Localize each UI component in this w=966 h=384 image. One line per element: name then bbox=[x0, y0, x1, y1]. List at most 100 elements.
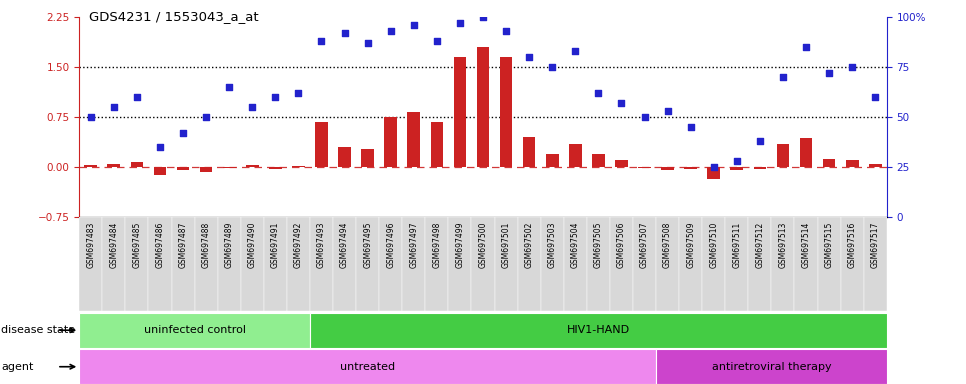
Bar bbox=[753, 167, 766, 169]
Bar bbox=[772, 217, 794, 311]
Text: GSM697504: GSM697504 bbox=[571, 222, 580, 268]
Point bbox=[844, 64, 860, 70]
Bar bbox=[223, 167, 236, 168]
Bar bbox=[200, 167, 213, 172]
Bar bbox=[130, 162, 143, 167]
Text: GSM697516: GSM697516 bbox=[848, 222, 857, 268]
Bar bbox=[79, 313, 310, 348]
Bar bbox=[310, 217, 333, 311]
Bar bbox=[126, 217, 149, 311]
Point bbox=[198, 114, 213, 120]
Point bbox=[406, 22, 421, 28]
Point bbox=[153, 144, 168, 150]
Text: agent: agent bbox=[1, 362, 34, 372]
Bar bbox=[541, 217, 564, 311]
Bar bbox=[241, 217, 264, 311]
Point bbox=[337, 30, 353, 36]
Bar bbox=[662, 167, 674, 170]
Bar bbox=[246, 165, 259, 167]
Text: GSM697510: GSM697510 bbox=[709, 222, 719, 268]
Bar bbox=[476, 47, 490, 167]
Text: GSM697507: GSM697507 bbox=[640, 222, 649, 268]
Text: GSM697503: GSM697503 bbox=[548, 222, 556, 268]
Bar bbox=[384, 117, 397, 167]
Point bbox=[83, 114, 99, 120]
Bar bbox=[333, 217, 356, 311]
Point bbox=[360, 40, 376, 46]
Bar bbox=[730, 167, 743, 170]
Text: GSM697487: GSM697487 bbox=[179, 222, 187, 268]
Point bbox=[129, 94, 145, 100]
Point bbox=[706, 164, 722, 170]
Point bbox=[798, 44, 813, 50]
Text: GSM697502: GSM697502 bbox=[525, 222, 533, 268]
Point bbox=[545, 64, 560, 70]
Bar bbox=[448, 217, 471, 311]
Bar bbox=[794, 217, 817, 311]
Bar bbox=[402, 217, 425, 311]
Point bbox=[221, 84, 237, 90]
Text: GSM697492: GSM697492 bbox=[294, 222, 303, 268]
Bar bbox=[592, 154, 605, 167]
Text: GSM697494: GSM697494 bbox=[340, 222, 349, 268]
Text: GSM697500: GSM697500 bbox=[478, 222, 488, 268]
Point bbox=[613, 100, 629, 106]
Text: GSM697512: GSM697512 bbox=[755, 222, 764, 268]
Text: GSM697505: GSM697505 bbox=[594, 222, 603, 268]
Bar bbox=[84, 165, 98, 167]
Bar bbox=[846, 161, 859, 167]
Bar bbox=[154, 167, 166, 175]
Point bbox=[498, 28, 514, 34]
Bar bbox=[499, 57, 512, 167]
Bar bbox=[380, 217, 402, 311]
Point bbox=[475, 14, 491, 20]
Bar bbox=[523, 137, 535, 167]
Text: GSM697499: GSM697499 bbox=[455, 222, 465, 268]
Bar bbox=[684, 167, 697, 169]
Text: uninfected control: uninfected control bbox=[144, 325, 245, 335]
Text: GSM697515: GSM697515 bbox=[825, 222, 834, 268]
Point bbox=[383, 28, 398, 34]
Bar bbox=[495, 217, 518, 311]
Bar bbox=[749, 217, 772, 311]
Text: GDS4231 / 1553043_a_at: GDS4231 / 1553043_a_at bbox=[89, 10, 259, 23]
Text: GSM697514: GSM697514 bbox=[802, 222, 810, 268]
Point bbox=[175, 130, 190, 136]
Text: GSM697511: GSM697511 bbox=[732, 222, 741, 268]
Bar bbox=[79, 217, 102, 311]
Point bbox=[244, 104, 260, 110]
Point bbox=[522, 54, 537, 60]
Text: GSM697490: GSM697490 bbox=[247, 222, 257, 268]
Bar bbox=[518, 217, 541, 311]
Bar bbox=[633, 217, 656, 311]
Bar bbox=[172, 217, 194, 311]
Bar bbox=[610, 217, 633, 311]
Text: GSM697488: GSM697488 bbox=[202, 222, 211, 268]
Point bbox=[729, 158, 745, 164]
Text: GSM697489: GSM697489 bbox=[225, 222, 234, 268]
Bar bbox=[725, 217, 749, 311]
Bar bbox=[315, 122, 327, 167]
Bar bbox=[546, 154, 558, 167]
Bar bbox=[586, 217, 610, 311]
Point bbox=[291, 90, 306, 96]
Point bbox=[314, 38, 329, 44]
Text: GSM697483: GSM697483 bbox=[86, 222, 96, 268]
Bar bbox=[707, 167, 720, 179]
Bar bbox=[639, 167, 651, 168]
Text: GSM697517: GSM697517 bbox=[870, 222, 880, 268]
Bar bbox=[800, 138, 812, 167]
Bar bbox=[564, 217, 586, 311]
Bar bbox=[679, 217, 702, 311]
Point bbox=[776, 74, 791, 80]
Bar bbox=[569, 144, 582, 167]
Bar bbox=[269, 167, 282, 169]
Text: GSM697495: GSM697495 bbox=[363, 222, 372, 268]
Point bbox=[568, 48, 583, 54]
Point bbox=[452, 20, 468, 26]
Point bbox=[268, 94, 283, 100]
Text: GSM697496: GSM697496 bbox=[386, 222, 395, 268]
Text: GSM697509: GSM697509 bbox=[686, 222, 696, 268]
Text: HIV1-HAND: HIV1-HAND bbox=[567, 325, 630, 335]
Text: GSM697506: GSM697506 bbox=[617, 222, 626, 268]
